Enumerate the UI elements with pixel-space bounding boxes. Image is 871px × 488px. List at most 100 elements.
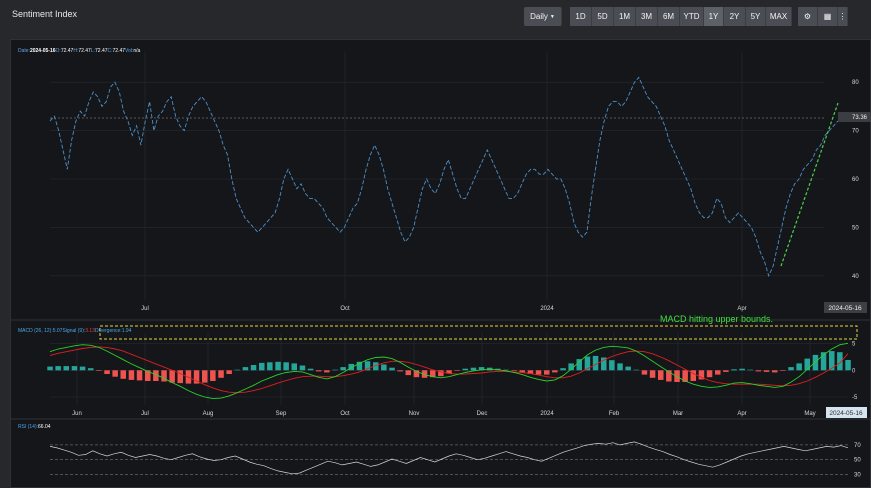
macd-x-tick: Oct [340, 411, 350, 417]
range-button-ytd[interactable]: YTD [680, 7, 704, 26]
range-button-max[interactable]: MAX [766, 7, 792, 26]
histogram-bar [104, 370, 110, 374]
histogram-bar [389, 367, 395, 371]
interval-dropdown[interactable]: Daily ▼ [524, 7, 562, 26]
rsi-y-tick: 70 [854, 443, 861, 449]
macd-x-tick: 2024 [540, 411, 554, 417]
range-button-2y[interactable]: 2Y [724, 7, 746, 26]
histogram-bar [218, 370, 224, 378]
histogram-bar [356, 361, 363, 371]
histogram-bar [503, 369, 509, 371]
histogram-bar [731, 369, 737, 371]
calculator-icon[interactable]: ▦ [818, 7, 838, 26]
histogram-bar [79, 366, 86, 371]
macd-legend: MACD (26, 12):5.07Signal (9):3.13Diverge… [18, 328, 132, 334]
range-button-1y[interactable]: 1Y [704, 7, 724, 26]
histogram-bar [535, 370, 542, 375]
histogram-bar [812, 354, 819, 371]
histogram-bar [560, 368, 566, 371]
histogram-bar [470, 367, 477, 371]
rsi-grid [50, 444, 848, 475]
histogram-bar [307, 368, 314, 371]
histogram-bar [128, 370, 135, 380]
macd-x-tick: May [804, 411, 815, 417]
caret-down-icon: ▼ [549, 13, 555, 20]
histogram-bar [763, 370, 770, 372]
macd-y-tick: -5 [852, 395, 858, 401]
histogram-bar [316, 370, 322, 372]
price-date-label: 2024-05-16 [828, 305, 862, 312]
range-button-3m[interactable]: 3M [636, 7, 658, 26]
histogram-bar [161, 370, 167, 382]
rsi-y-axis: 30 50 70 [854, 443, 861, 479]
last-value-label: 73.36 [852, 115, 868, 121]
price-y-tick: 40 [852, 274, 859, 280]
histogram-bar [397, 370, 403, 372]
histogram-bar [88, 368, 94, 371]
macd-date-badge [826, 407, 867, 418]
histogram-bar [584, 356, 591, 371]
macd-x-axis: Jun Jul Aug Sep Oct Nov Dec 2024 Feb Mar Apr May [72, 411, 816, 417]
histogram-bar [682, 370, 688, 382]
range-button-6m[interactable]: 6M [658, 7, 680, 26]
histogram-bar [739, 368, 745, 371]
histogram-bar [617, 363, 623, 371]
price-x-tick: Jul [141, 306, 149, 312]
histogram-bar [641, 370, 648, 375]
histogram-bar [250, 365, 257, 371]
histogram-bar [788, 367, 794, 371]
more-icon[interactable]: ⋮ [838, 7, 848, 26]
signal-line [49, 346, 849, 394]
histogram-bar [145, 370, 151, 381]
settings-icon[interactable]: ⚙ [798, 7, 818, 26]
macd-x-tick: Apr [737, 411, 746, 417]
range-button-1d[interactable]: 1D [570, 7, 592, 26]
upper-bound-box [99, 325, 858, 340]
price-y-tick: 60 [852, 177, 859, 183]
histogram-bar [202, 370, 208, 383]
histogram-bar [796, 363, 802, 371]
range-button-1m[interactable]: 1M [614, 7, 636, 26]
histogram-bar [153, 370, 159, 381]
range-button-5y[interactable]: 5Y [746, 7, 766, 26]
rsi-legend: RSI (14):66.04 [18, 424, 51, 430]
price-date-badge [824, 302, 867, 313]
histogram-bar [340, 367, 346, 371]
histogram-bar [478, 367, 485, 371]
histogram-bar [283, 362, 289, 371]
histogram-bar [446, 370, 452, 374]
histogram-bar [592, 355, 599, 371]
macd-x-tick: Aug [203, 411, 214, 417]
histogram-bar [625, 366, 631, 371]
macd-annotation: MACD hitting upper bounds. [660, 314, 773, 324]
range-button-5d[interactable]: 5D [592, 7, 614, 26]
price-y-axis: 40 50 60 70 80 [852, 80, 859, 280]
price-x-tick: 2024 [540, 306, 554, 312]
last-value-badge [838, 112, 871, 122]
rsi-line [49, 441, 849, 475]
chart-panel [10, 39, 871, 488]
histogram-bar [747, 369, 753, 371]
histogram-bar [601, 357, 607, 371]
histogram-bar [698, 370, 705, 380]
histogram-bar [706, 370, 713, 378]
histogram-bar [438, 370, 444, 377]
histogram-bar [552, 370, 558, 373]
histogram-bar [177, 370, 183, 384]
histogram-bar [226, 370, 232, 374]
histogram-bar [169, 370, 175, 383]
histogram-bar [71, 366, 78, 371]
histogram-bar [511, 370, 517, 371]
histogram-bar [405, 370, 411, 376]
histogram-bar [112, 370, 118, 377]
macd-x-tick: Mar [673, 411, 683, 417]
histogram-bar [715, 370, 721, 375]
macd-histogram [47, 351, 851, 384]
histogram-bar [576, 359, 582, 371]
histogram-bar [324, 370, 330, 373]
histogram-bar [193, 370, 200, 384]
histogram-bar [96, 370, 102, 371]
histogram-bar [780, 370, 786, 371]
histogram-bar [421, 370, 428, 378]
